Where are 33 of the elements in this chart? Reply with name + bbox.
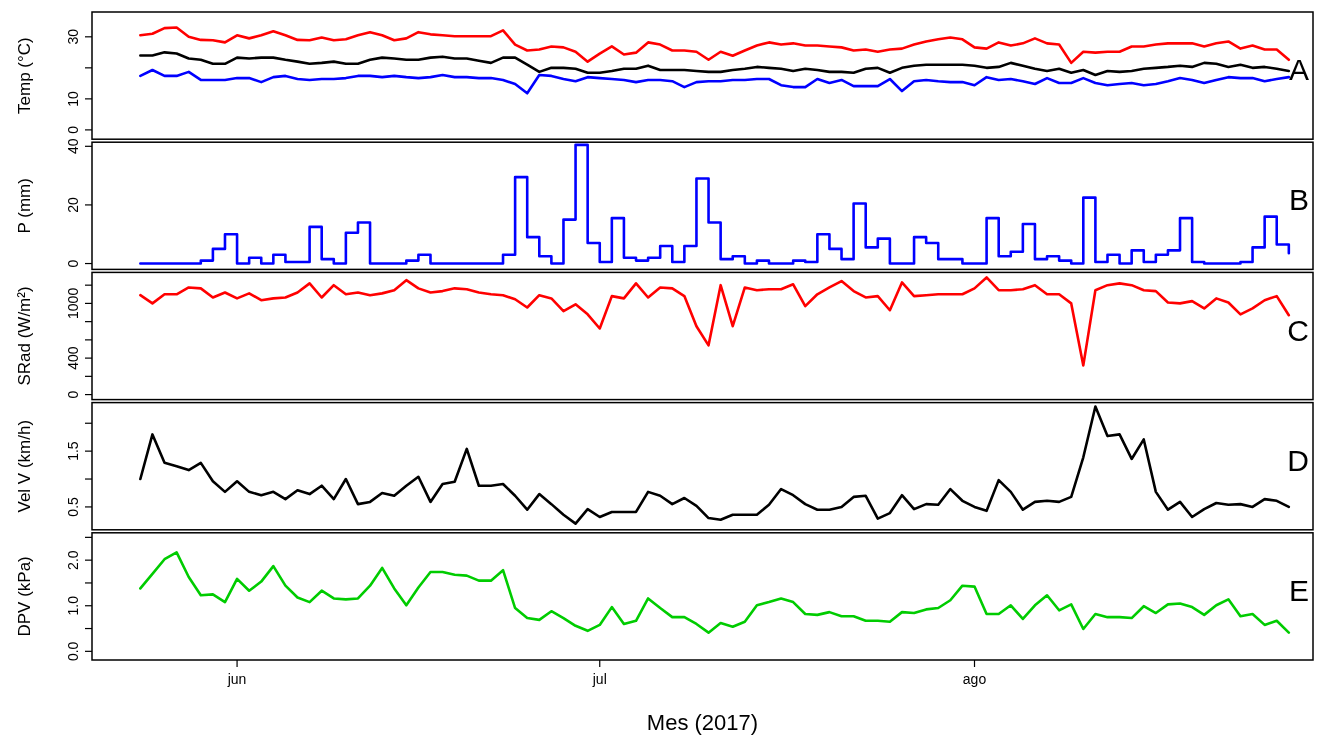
y-tick-label: 2.0	[65, 550, 81, 570]
y-tick-label: 0.0	[65, 641, 81, 662]
y-tick-label: 1000	[65, 287, 81, 319]
x-tick-label: jul	[591, 671, 607, 687]
line-series	[139, 551, 1291, 634]
x-tick-label: ago	[962, 671, 987, 687]
y-tick-label: 30	[65, 28, 81, 45]
y-axis-title: Temp (°C)	[15, 37, 34, 114]
y-tick-label: 10	[65, 90, 81, 107]
y-tick-label: 0.5	[65, 496, 81, 517]
annotation: A	[1288, 53, 1309, 87]
y-tick-label: 40	[65, 138, 81, 155]
line-series	[139, 405, 1291, 525]
line-series	[139, 51, 1291, 77]
y-axis-title: Vel V (km/h)	[15, 419, 34, 513]
annotation: D	[1287, 443, 1309, 477]
annotation: E	[1288, 574, 1309, 608]
annotation: B	[1288, 183, 1309, 217]
y-tick-label: 1.5	[65, 441, 81, 461]
y-tick-label: 0	[65, 125, 81, 134]
line-series	[139, 68, 1291, 95]
y-tick-label: 20	[65, 196, 81, 213]
y-tick-label: 400	[65, 346, 81, 370]
y-axis-title: P (mm)	[15, 178, 34, 234]
y-tick-label: 1.0	[65, 595, 81, 616]
annotation: C	[1287, 313, 1309, 347]
line-series	[139, 26, 1291, 65]
y-axis-title: DPV (kPa)	[15, 556, 34, 637]
y-tick-label: 0	[65, 259, 81, 268]
x-axis-title: Mes (2017)	[646, 710, 759, 735]
x-tick-label: jun	[226, 671, 247, 687]
y-tick-label: 0	[65, 390, 81, 399]
y-axis-title: SRad (W/m²)	[15, 286, 34, 386]
